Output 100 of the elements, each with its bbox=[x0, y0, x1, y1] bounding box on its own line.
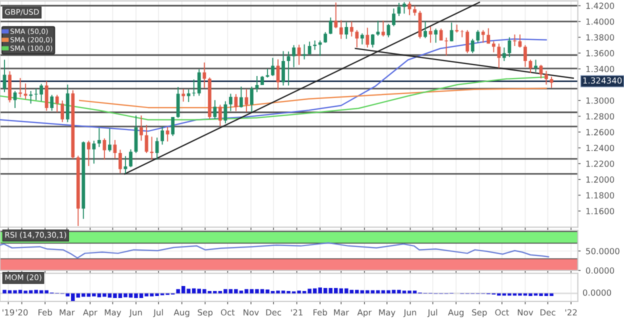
candlestick bbox=[324, 32, 328, 44]
candlestick bbox=[470, 38, 474, 54]
y-tick-label: 1.3000 bbox=[586, 97, 614, 104]
x-tick-label: Oct bbox=[220, 309, 235, 316]
candlestick bbox=[50, 94, 54, 112]
candlestick bbox=[318, 40, 322, 56]
candlestick bbox=[350, 21, 354, 37]
candlestick bbox=[439, 28, 443, 41]
x-tick-label: Aug bbox=[174, 309, 190, 318]
x-tick-label: '20 bbox=[16, 309, 28, 316]
candlestick bbox=[286, 51, 290, 86]
candlestick bbox=[460, 30, 464, 38]
candlestick bbox=[171, 116, 175, 136]
y-tick-label: 1.2800 bbox=[586, 113, 614, 120]
candlestick bbox=[355, 30, 359, 48]
candlestick bbox=[408, 1, 412, 16]
ref-line-label: 1.324340 bbox=[583, 77, 622, 84]
x-tick-label: Sep bbox=[198, 309, 213, 318]
x-tick-label: Apr bbox=[357, 309, 372, 318]
candlestick bbox=[192, 79, 196, 97]
candlestick bbox=[518, 34, 522, 48]
candlestick bbox=[466, 30, 470, 54]
x-tick-label: May bbox=[379, 309, 396, 318]
candlestick bbox=[166, 126, 170, 142]
candlestick bbox=[392, 8, 396, 27]
candlestick bbox=[118, 149, 122, 174]
candlestick bbox=[144, 124, 148, 154]
y-tick-label: 1.4000 bbox=[586, 18, 614, 25]
y-tick-label: 1.2000 bbox=[586, 176, 614, 183]
candlestick bbox=[476, 30, 480, 44]
candlestick bbox=[276, 58, 280, 90]
candlestick bbox=[502, 47, 506, 62]
candlestick bbox=[492, 40, 496, 53]
y-tick-label: 1.2400 bbox=[586, 144, 614, 152]
x-tick-label: Feb bbox=[314, 309, 328, 316]
candlestick bbox=[86, 140, 90, 166]
candlestick bbox=[424, 21, 427, 39]
candlestick bbox=[218, 104, 222, 127]
candlestick bbox=[434, 28, 438, 44]
candlestick bbox=[339, 20, 343, 40]
candlestick bbox=[360, 32, 364, 45]
y-tick-label: 50.0000 bbox=[586, 248, 620, 254]
candlestick bbox=[92, 140, 96, 164]
candlestick bbox=[271, 57, 274, 76]
candlestick bbox=[240, 86, 243, 108]
x-tick-label: May bbox=[104, 309, 122, 318]
candlestick bbox=[186, 88, 190, 103]
x-tick-label: '22 bbox=[565, 309, 577, 316]
candlestick bbox=[292, 44, 296, 68]
line-series bbox=[0, 242, 550, 259]
candlestick bbox=[402, 2, 406, 14]
y-tick-label: 1.3800 bbox=[586, 34, 614, 41]
candlestick bbox=[160, 126, 164, 146]
y-tick-label: 1.3400 bbox=[586, 66, 614, 72]
candlestick bbox=[140, 114, 143, 142]
x-tick-label: Jul bbox=[153, 309, 163, 318]
candlestick bbox=[197, 68, 201, 96]
x-tick-label: Mar bbox=[60, 309, 75, 316]
candlestick bbox=[129, 148, 132, 168]
candlestick bbox=[371, 34, 374, 48]
x-tick-label: Feb bbox=[38, 309, 52, 316]
candlestick bbox=[113, 139, 117, 159]
candlestick bbox=[481, 30, 485, 44]
candlestick bbox=[224, 100, 228, 124]
y-tick-label: 1.2200 bbox=[586, 160, 614, 167]
x-tick-label: Dec bbox=[266, 309, 282, 316]
candlestick bbox=[202, 62, 206, 88]
x-tick-label: Nov bbox=[244, 309, 259, 316]
y-tick-label: 1.1800 bbox=[586, 192, 614, 199]
x-tick-label: Jun bbox=[129, 309, 142, 318]
y-tick-label: 1.3600 bbox=[586, 50, 614, 56]
y-tick-label: 1.4200 bbox=[586, 2, 614, 9]
candlestick bbox=[302, 44, 306, 60]
candlestick bbox=[250, 86, 254, 112]
candlestick bbox=[213, 100, 217, 120]
candlestick bbox=[182, 88, 186, 102]
candlestick bbox=[44, 80, 48, 112]
x-tick-label: Jun bbox=[403, 309, 416, 318]
candlestick bbox=[497, 43, 501, 69]
x-tick-label: Mar bbox=[334, 309, 349, 316]
candlestick bbox=[108, 128, 112, 152]
candlestick bbox=[297, 44, 301, 66]
candlestick bbox=[450, 22, 454, 42]
y-tick-label: 1.1600 bbox=[586, 208, 614, 214]
candlestick bbox=[176, 86, 180, 118]
candlestick bbox=[413, 5, 416, 16]
candlestick bbox=[282, 50, 285, 86]
x-tick-label: Sep bbox=[472, 309, 487, 318]
candlestick bbox=[97, 128, 101, 148]
y-tick-label: 0.0000 bbox=[586, 267, 614, 274]
x-tick-label: Oct bbox=[495, 309, 509, 316]
x-tick-label: Jul bbox=[427, 309, 438, 318]
candlestick bbox=[328, 17, 332, 35]
candlestick bbox=[534, 59, 538, 73]
candlestick bbox=[486, 28, 490, 44]
x-tick-label: Nov bbox=[518, 309, 534, 316]
candlestick bbox=[539, 64, 543, 79]
candlestick bbox=[234, 94, 238, 112]
candlestick bbox=[524, 44, 527, 68]
candlestick bbox=[344, 22, 348, 40]
